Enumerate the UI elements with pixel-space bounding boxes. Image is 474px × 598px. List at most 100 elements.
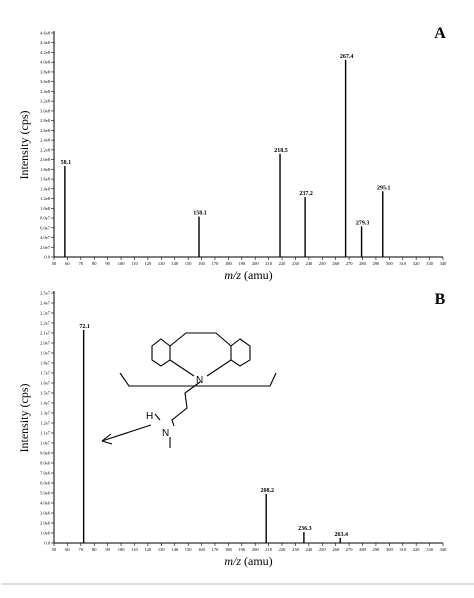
y-tick-label: 1.5e7 [40, 391, 51, 396]
y-tick-label: 3.8e8 [40, 69, 51, 74]
peak-label: 218.5 [274, 148, 288, 154]
x-tick-label: 100 [118, 547, 126, 552]
y-tick-label: 3.0e8 [40, 108, 51, 113]
y-tick-label: 0.0 [44, 255, 50, 260]
x-tick-label: 200 [252, 261, 260, 266]
peak-label: 72.1 [79, 324, 90, 330]
x-tick-label: 70 [79, 261, 84, 266]
panel-label: A [434, 25, 446, 42]
x-tick-label: 170 [212, 261, 220, 266]
x-tick-label: 90 [105, 261, 110, 266]
x-tick-label: 290 [373, 261, 381, 266]
x-tick-label: 260 [332, 261, 340, 266]
y-tick-label: 4.4e8 [40, 40, 51, 45]
x-tick-label: 340 [440, 261, 448, 266]
y-axis-title: Intensity (cps) [17, 384, 31, 453]
x-tick-label: 50 [52, 547, 57, 552]
y-tick-label: 2.8e8 [40, 118, 51, 123]
y-tick-label: 2.4e7 [40, 301, 51, 306]
panel-b-spectrum: 0.0 1.0e6 2.0e6 3.0e6 4.0e6 5.0e6 6.0e6 7.0e6 8.… [17, 291, 447, 569]
x-tick-label: 160 [198, 547, 206, 552]
y-tick-label: 1.6e8 [40, 177, 51, 182]
y-tick-label: 2.0e7 [40, 245, 51, 250]
x-tick-label: 300 [386, 547, 394, 552]
x-tick-label: 300 [386, 261, 394, 266]
y-tick-label: 1.6e7 [40, 381, 51, 386]
y-tick-label: 3.4e8 [40, 89, 51, 94]
x-tick-label: 280 [359, 261, 367, 266]
x-tick-label: 180 [225, 261, 233, 266]
ring-nitrogen-label: N [196, 375, 203, 386]
y-tick-label: 7.0e6 [40, 471, 51, 476]
x-tick-label: 140 [171, 547, 179, 552]
x-tick-label: 140 [171, 261, 179, 266]
x-tick-label: 200 [252, 547, 260, 552]
x-tick-label: 260 [332, 547, 340, 552]
x-tick-label: 110 [131, 547, 138, 552]
y-tick-label: 1.3e7 [40, 411, 51, 416]
y-tick-label: 4.2e8 [40, 50, 51, 55]
y-tick-label: 4.0e7 [40, 235, 51, 240]
x-tick-label: 270 [346, 547, 354, 552]
x-tick-label: 100 [118, 261, 126, 266]
x-tick-label: 120 [145, 261, 153, 266]
peak-label: 58.1 [61, 160, 72, 166]
x-tick-label: 150 [185, 547, 193, 552]
peak-label: 267.4 [340, 54, 354, 60]
propyl-chain [171, 381, 201, 427]
x-tick-label: 80 [92, 547, 97, 552]
y-tick-label: 1.8e7 [40, 361, 51, 366]
x-tick-label: 150 [185, 261, 193, 266]
y-tick-label: 2.6e8 [40, 128, 51, 133]
x-axis-title-italic: m/z [224, 554, 241, 568]
y-tick-label: 1.2e7 [40, 421, 51, 426]
azepine-right-bond [206, 359, 232, 377]
x-tick-label: 230 [292, 261, 300, 266]
x-tick-label: 290 [373, 547, 381, 552]
x-tick-label: 230 [292, 547, 300, 552]
y-tick-label: 2.0e8 [40, 157, 51, 162]
y-tick-label: 2.2e8 [40, 147, 51, 152]
y-tick-label: 2.4e8 [40, 138, 51, 143]
y-tick-label: 3.0e6 [40, 511, 51, 516]
x-tick-label: 330 [426, 547, 434, 552]
x-axis-title-units: (amu) [241, 268, 273, 282]
x-axis-title: m/z (amu) [224, 554, 272, 568]
y-tick-label: 1.4e7 [40, 401, 51, 406]
x-tick-label: 250 [319, 261, 327, 266]
y-tick-label: 2.2e7 [40, 321, 51, 326]
x-tick-label: 320 [413, 547, 421, 552]
x-tick-label: 330 [426, 261, 434, 266]
peak-label: 158.1 [193, 211, 207, 217]
x-tick-label: 120 [145, 547, 153, 552]
x-tick-label: 190 [238, 261, 246, 266]
hydrogen-label: H [146, 411, 153, 422]
x-tick-label: 320 [413, 261, 421, 266]
y-tick-label: 2.5e7 [40, 291, 51, 296]
y-tick-label: 4.0e8 [40, 60, 51, 65]
x-axis-title: m/z (amu) [224, 268, 272, 282]
fragmentation-bracket [119, 372, 277, 387]
x-tick-label: 60 [65, 261, 70, 266]
x-tick-label: 130 [158, 261, 166, 266]
panel-label: B [435, 291, 446, 308]
y-tick-label: 1.9e7 [40, 351, 51, 356]
x-tick-label: 240 [305, 261, 313, 266]
y-tick-label: 1.0e8 [40, 206, 51, 211]
x-tick-label: 160 [198, 261, 206, 266]
nh-bond [154, 413, 161, 421]
x-tick-label: 220 [279, 547, 287, 552]
x-tick-label: 220 [279, 261, 287, 266]
y-tick-label: 1.4e8 [40, 186, 51, 191]
y-tick-label: 4.0e6 [40, 501, 51, 506]
y-tick-label: 6.0e6 [40, 481, 51, 486]
right-benzene-ring [230, 338, 251, 367]
y-tick-label: 4.6e8 [40, 31, 51, 36]
peak-label: 263.4 [335, 532, 349, 538]
x-tick-label: 340 [440, 547, 448, 552]
peak-label: 208.2 [260, 488, 274, 494]
x-tick-label: 210 [265, 261, 273, 266]
x-axis-title-italic: m/z [224, 268, 241, 282]
chain-nitrogen-label: N [162, 428, 169, 439]
